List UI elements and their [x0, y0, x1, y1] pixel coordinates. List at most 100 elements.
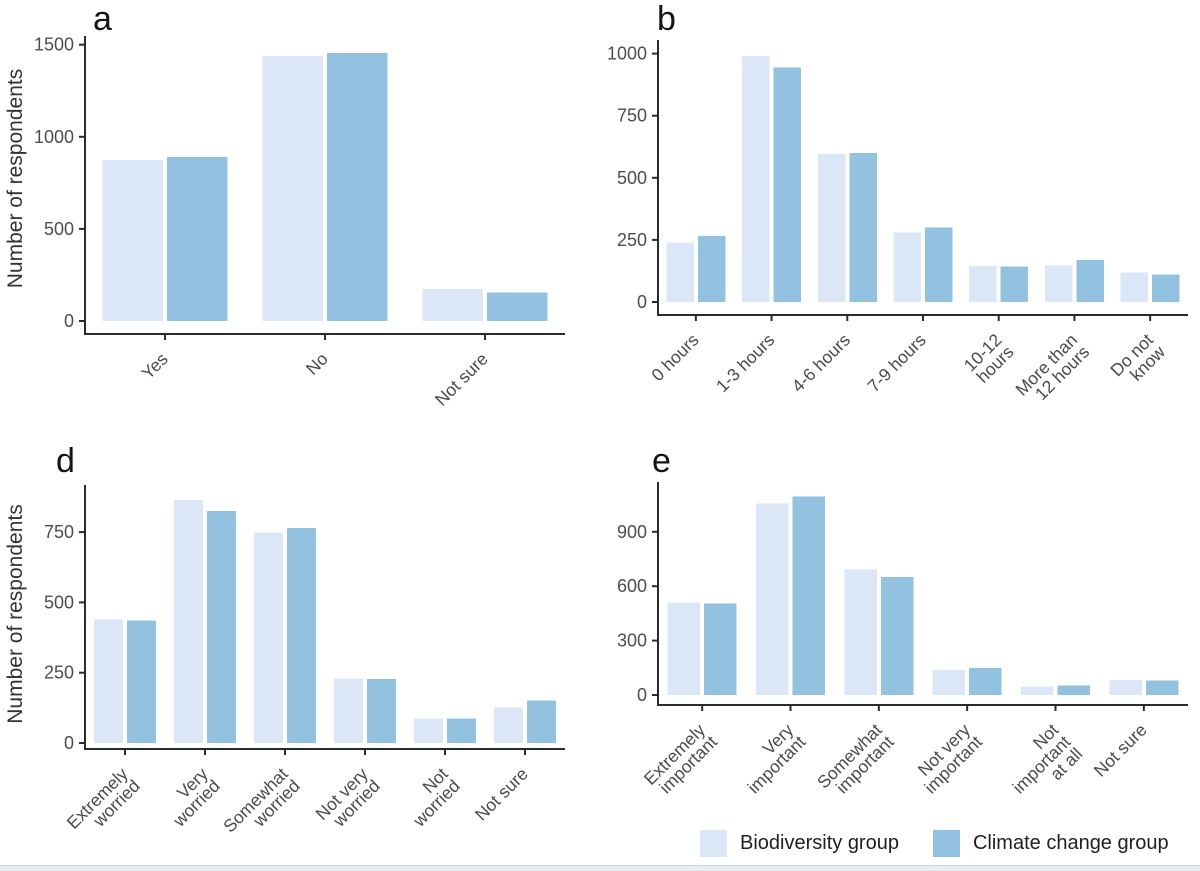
bar-biodiversity	[1044, 265, 1073, 302]
biodiversity-swatch-icon	[700, 830, 727, 857]
bar-climate	[1145, 680, 1179, 695]
x-tick-label: Somewhatworried	[219, 764, 304, 849]
panel-b-svg: 0 250 500 750 1000 0 hours 1-3 hours 4-6 hours 7…	[607, 40, 1188, 412]
x-tick-label: Veryimportant	[732, 720, 810, 798]
bar-climate	[287, 527, 317, 743]
legend-label-biodiversity: Biodiversity group	[740, 832, 899, 854]
bar-climate	[447, 718, 477, 743]
y-tick-label: 0	[637, 685, 647, 705]
x-tick-label: Not veryworried	[312, 764, 384, 836]
panel-b-chart: b 0 250 500 750 1000 0 hours 1-3 hours 4-6 hour…	[600, 0, 1200, 430]
panel-a-svg: Number of respondents 0 500 1000 1500 Yes No No…	[4, 35, 565, 410]
x-tick-label: No	[302, 349, 332, 379]
x-tick-label: Somewhatimportant	[813, 720, 898, 805]
legend-label-climate: Climate change group	[972, 832, 1169, 854]
y-tick-label: 0	[64, 733, 74, 753]
y-tick-label: 600	[617, 576, 647, 596]
y-tick-label: 500	[44, 219, 74, 239]
bar-biodiversity	[173, 499, 203, 743]
bar-climate	[1057, 685, 1090, 695]
x-tick-label: Yes	[137, 349, 172, 384]
y-axis-title: Number of respondents	[4, 69, 27, 288]
y-tick-label: 250	[44, 663, 74, 683]
x-tick-label: 0 hours	[647, 330, 703, 386]
bar-climate	[1000, 266, 1029, 302]
x-tick-label: Veryworried	[156, 764, 224, 832]
panel-d-chart: d Number of respondents 0 250 500 750 Extreme…	[0, 430, 600, 871]
y-tick-label: 750	[44, 522, 74, 542]
bar-climate	[327, 52, 388, 321]
panel-e-svg: 0 300 600 900 Extremelyimportant Veryimportan…	[617, 482, 1188, 810]
panel-a-chart: a Number of respondents 0 500 1000 1500 Yes No…	[0, 0, 600, 430]
bar-biodiversity	[253, 532, 283, 743]
bar-biodiversity	[1021, 686, 1054, 695]
x-tick-label: Not sure	[471, 764, 532, 825]
x-tick-label: 4-6 hours	[788, 330, 855, 397]
x-tick-label: Do notknow	[1106, 329, 1169, 392]
bar-climate	[704, 603, 737, 695]
bar-biodiversity	[1120, 272, 1149, 302]
bar-biodiversity	[93, 619, 123, 743]
y-tick-label: 500	[617, 168, 647, 188]
x-tick-label: 10-12hours	[960, 330, 1018, 388]
bar-biodiversity	[262, 55, 323, 321]
x-tick-label: Notimportantat all	[997, 720, 1087, 810]
bar-climate	[1076, 259, 1104, 302]
bar-biodiversity	[756, 503, 789, 695]
climate-swatch-icon	[932, 830, 960, 857]
panel-d-label: d	[56, 442, 75, 480]
panel-a-label: a	[93, 0, 112, 38]
y-tick-label: 250	[617, 230, 647, 250]
x-tick-label: Not sure	[431, 349, 492, 410]
bar-biodiversity	[932, 669, 966, 695]
bar-climate	[127, 620, 157, 743]
bottom-strip	[0, 865, 1200, 871]
y-tick-label: 300	[617, 631, 647, 651]
bar-climate	[849, 152, 877, 302]
x-tick-label: Not veryimportant	[908, 720, 986, 798]
panel-b-label: b	[657, 0, 676, 38]
panel-e-label: e	[652, 442, 671, 480]
y-tick-label: 500	[44, 592, 74, 612]
legend-item-climate: Climate change group	[932, 830, 1169, 857]
bar-climate	[792, 496, 825, 695]
x-tick-label: Not sure	[1090, 720, 1151, 781]
bar-climate	[969, 668, 1002, 695]
bar-climate	[527, 700, 557, 743]
bar-climate	[925, 227, 953, 302]
y-tick-label: 1000	[34, 127, 74, 147]
bar-climate	[167, 157, 228, 321]
bar-biodiversity	[333, 678, 363, 743]
legend-item-biodiversity: Biodiversity group	[700, 830, 899, 857]
panel-e-chart: e 0 300 600 900 Extremelyimportant Veryimport…	[600, 430, 1200, 871]
bar-biodiversity	[1109, 679, 1142, 695]
x-tick-label: Notworried	[396, 764, 464, 832]
bar-climate	[773, 67, 802, 303]
x-tick-label: Extremelyworried	[63, 764, 144, 845]
bar-biodiversity	[844, 569, 877, 695]
y-tick-label: 0	[64, 311, 74, 331]
x-tick-label: 7-9 hours	[863, 330, 930, 397]
bar-biodiversity	[817, 154, 846, 302]
y-axis-title: Number of respondents	[4, 504, 27, 723]
x-tick-label: Extremelyimportant	[640, 720, 721, 801]
y-tick-label: 1000	[607, 44, 647, 64]
x-tick-label: More than12 hours	[1011, 330, 1093, 412]
bar-climate	[880, 577, 914, 695]
bar-biodiversity	[893, 232, 921, 302]
y-tick-label: 750	[617, 106, 647, 126]
bar-biodiversity	[667, 602, 701, 695]
bar-climate	[487, 292, 548, 321]
bar-climate	[207, 511, 237, 743]
x-tick-label: 1-3 hours	[712, 330, 779, 397]
bar-climate	[1152, 274, 1180, 302]
y-tick-label: 900	[617, 522, 647, 542]
bar-biodiversity	[969, 265, 997, 302]
y-tick-label: 1500	[34, 35, 74, 55]
y-tick-label: 0	[637, 292, 647, 312]
bar-climate	[697, 236, 726, 302]
bar-biodiversity	[422, 288, 483, 321]
bar-biodiversity	[742, 56, 770, 302]
bar-biodiversity	[102, 159, 163, 321]
